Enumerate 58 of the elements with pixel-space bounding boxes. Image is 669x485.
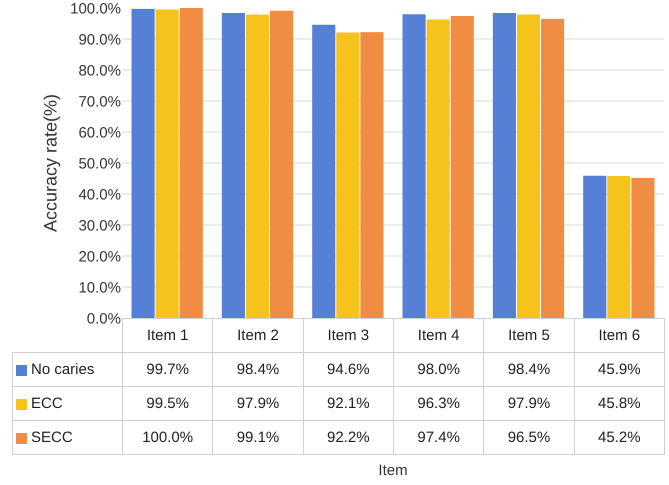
y-tick-label: 10.0% (78, 279, 121, 296)
data-label: 94.6% (303, 352, 394, 386)
data-label: 45.9% (574, 352, 664, 386)
bar (541, 18, 564, 318)
data-label: 99.1% (212, 420, 304, 454)
text: Item (377, 462, 409, 479)
y-tick-label: 60.0% (78, 124, 121, 142)
data-label: 92.1% (303, 386, 394, 420)
legend-label: SECC (31, 429, 73, 446)
y-tick-label: 100.0% (70, 0, 121, 18)
x-tick-label: Item 3 (303, 318, 394, 352)
data-label: 99.7% (122, 352, 213, 386)
bar (402, 14, 426, 318)
data-label: 97.9% (212, 386, 304, 420)
bar (360, 32, 384, 318)
y-tick-label: 30.0% (78, 217, 121, 234)
x-tick-label: Item 2 (212, 318, 304, 352)
data-label: 98.0% (393, 352, 484, 386)
bar (607, 176, 630, 318)
y-tick-label: 0.0% (86, 310, 121, 328)
data-label: 97.9% (484, 386, 574, 420)
y-tick-label: 40.0% (78, 186, 121, 204)
x-tick-label: Item 1 (122, 318, 213, 352)
bar (156, 10, 179, 318)
data-label: 45.8% (574, 386, 664, 420)
y-axis-title: Accuracy rate(%) (40, 94, 60, 232)
bar (336, 32, 360, 318)
data-label: 98.4% (484, 352, 574, 386)
x-tick-label: Item 4 (393, 318, 484, 352)
y-tick-label: 80.0% (78, 62, 121, 80)
y-tick-label: 50.0% (78, 155, 121, 172)
bar (450, 16, 474, 318)
bar (583, 176, 606, 318)
data-label: 96.3% (393, 386, 484, 420)
data-label: 97.4% (393, 420, 484, 454)
bar (132, 8, 155, 318)
x-tick-label: Item 5 (484, 318, 574, 352)
bar (492, 12, 516, 318)
data-label: 98.4% (212, 352, 304, 386)
legend-label: ECC (31, 395, 63, 412)
bar (631, 178, 654, 318)
data-label: 99.5% (122, 386, 213, 420)
data-label: 96.5% (484, 420, 574, 454)
data-label: 92.2% (303, 420, 394, 454)
bar (180, 8, 203, 318)
data-label: 45.2% (574, 420, 664, 454)
data-label: 100.0% (122, 420, 213, 454)
bar (246, 14, 270, 318)
bar (516, 14, 540, 318)
bar (312, 24, 336, 318)
y-tick-label: 70.0% (78, 93, 121, 110)
y-tick-label: 20.0% (78, 248, 121, 266)
bar (222, 12, 245, 318)
x-tick-label: Item 6 (574, 318, 664, 352)
bar (270, 10, 294, 318)
y-tick-label: 90.0% (78, 31, 121, 48)
legend-label: No caries (31, 361, 94, 378)
bar (426, 19, 450, 318)
